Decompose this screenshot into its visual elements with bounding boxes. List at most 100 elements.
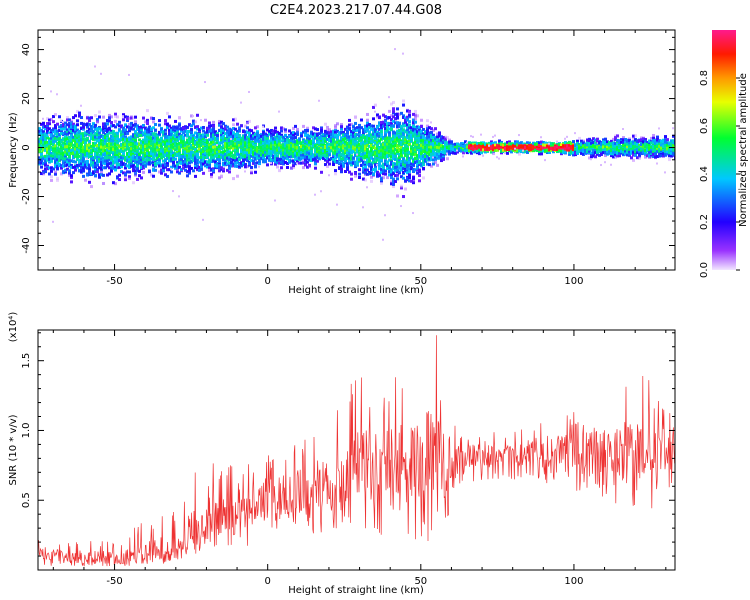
spectrogram-cell xyxy=(66,152,69,156)
spectrogram-cell xyxy=(192,115,194,118)
spectrogram-cell xyxy=(166,174,169,178)
spectrogram-cell xyxy=(280,166,283,170)
spectrogram-cell xyxy=(92,129,95,133)
spectrogram-cell xyxy=(104,145,107,149)
spectrogram-cell xyxy=(166,111,169,115)
spectrogram-cell xyxy=(64,168,67,172)
spectrogram-cell xyxy=(70,180,73,184)
spectrogram-cell xyxy=(66,128,69,132)
spectrogram-cell xyxy=(110,150,113,154)
spectrogram-cell xyxy=(118,173,121,177)
spectrogram-cell xyxy=(38,142,41,146)
spectrogram-cell xyxy=(114,156,117,160)
spectrogram-cell xyxy=(204,118,207,122)
spectrogram-cell xyxy=(314,166,317,170)
spectrogram-cell xyxy=(50,175,53,179)
spectrogram-cell xyxy=(62,144,65,148)
spectrogram-cell xyxy=(56,154,59,158)
spectrogram-cell xyxy=(74,151,77,155)
spectrogram-cell xyxy=(90,135,93,139)
spectrogram-cell xyxy=(50,134,53,138)
spectrogram-cell xyxy=(104,156,107,160)
spectrogram-cell xyxy=(50,169,53,173)
spectrogram-cell xyxy=(96,154,99,158)
spectrogram-cell xyxy=(232,123,235,127)
spectrogram-cell xyxy=(110,157,113,161)
spectrogram-cell xyxy=(40,147,43,151)
spectrogram-cell xyxy=(46,140,49,144)
spectrogram-cell xyxy=(40,140,43,144)
spectrogram-cell xyxy=(84,149,87,153)
spectrogram-cell xyxy=(96,170,99,174)
spectrogram-cell xyxy=(102,122,105,126)
spectrogram-cell xyxy=(98,150,101,154)
spectrogram-cell xyxy=(88,139,91,143)
spectrogram-cell xyxy=(98,175,101,179)
spectrogram-cell xyxy=(44,135,47,139)
spectrogram-cell xyxy=(108,113,111,117)
spectrogram-cell xyxy=(46,132,49,136)
spectrogram-cell xyxy=(154,128,157,132)
spectrogram-cell xyxy=(68,135,71,139)
spectrogram-cell xyxy=(96,133,99,137)
spectrogram-cell xyxy=(44,163,47,167)
spectrogram-cell xyxy=(100,170,103,174)
spectrogram-cell xyxy=(294,136,297,140)
spectrogram-cell xyxy=(90,155,93,159)
spectrogram-cell xyxy=(66,140,69,144)
spectrogram-cell xyxy=(46,136,49,140)
spectrogram-cell xyxy=(74,165,77,169)
spectrogram-cell xyxy=(44,157,47,161)
spectrogram-cell xyxy=(76,158,79,162)
spectrogram-cell xyxy=(96,143,99,147)
spectrogram-cell xyxy=(48,154,51,158)
spectrogram-cell xyxy=(140,176,143,180)
spectrogram-cell xyxy=(88,166,91,170)
spectrogram-cell xyxy=(48,148,51,152)
spectrogram-cell xyxy=(108,166,111,170)
spectrogram-cell xyxy=(56,142,59,146)
spectrogram-cell xyxy=(74,114,77,118)
spectrogram-cell xyxy=(46,167,49,171)
spectrogram-cell xyxy=(44,132,47,136)
spectrogram-cell xyxy=(68,173,71,177)
spectrogram-cell xyxy=(80,170,83,174)
spectrogram-cell xyxy=(66,132,69,136)
spectrogram-cell xyxy=(328,174,330,177)
spectrogram-cell xyxy=(58,115,61,119)
spectrogram-cell xyxy=(76,133,79,137)
spectrogram-cell xyxy=(56,164,59,168)
spectrogram-cell xyxy=(78,144,81,148)
spectrogram-cell xyxy=(104,129,107,133)
spectrogram-cell xyxy=(50,136,53,140)
spectrogram-cell xyxy=(94,163,97,167)
spectrogram-cell xyxy=(58,147,61,151)
spectrogram-cell xyxy=(336,136,339,140)
spectrogram-cell xyxy=(54,129,57,133)
spectrogram-cell xyxy=(50,151,53,155)
spectrogram-cell xyxy=(58,158,61,162)
spectrogram-cell xyxy=(90,150,93,154)
spectrogram-cell xyxy=(106,139,109,143)
spectrogram-cell xyxy=(104,125,107,129)
spectrogram-cell xyxy=(106,173,109,177)
spectrogram-cell xyxy=(112,181,115,185)
spectrogram-cell xyxy=(56,152,59,156)
spectrogram-cell xyxy=(58,153,61,157)
spectrogram-cell xyxy=(52,130,55,134)
spectrogram-cell xyxy=(72,135,75,139)
spectrogram-cell xyxy=(92,165,95,169)
spectrogram-cell xyxy=(86,129,89,133)
spectrogram-cell xyxy=(86,147,89,151)
spectrogram-cell xyxy=(206,133,209,137)
spectrogram-cell xyxy=(258,165,260,168)
spectrogram-cell xyxy=(70,165,73,169)
spectrogram-cell xyxy=(54,136,57,140)
spectrogram-cell xyxy=(228,170,231,174)
spectrogram-cell xyxy=(50,90,52,93)
spectrogram-cell xyxy=(94,152,97,156)
spectrogram-cell xyxy=(348,127,351,131)
spectrogram-cell xyxy=(40,155,43,159)
spectrogram-cell xyxy=(216,136,219,140)
